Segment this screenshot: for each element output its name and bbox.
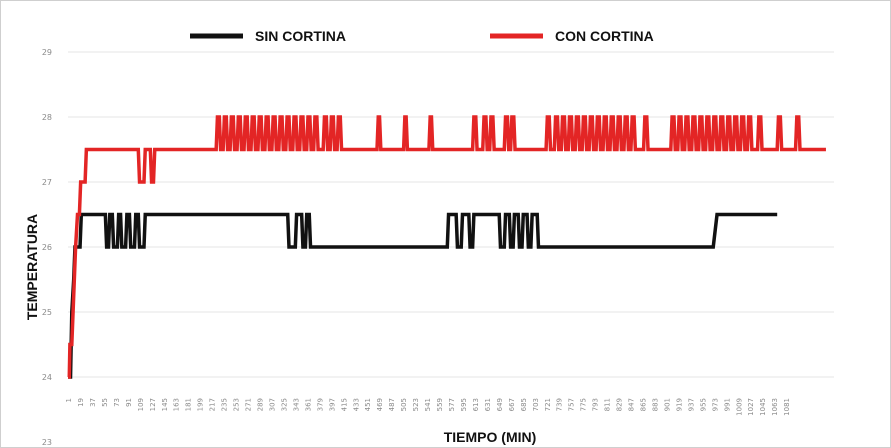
x-tick-label: 865 <box>640 398 648 411</box>
x-tick-label: 199 <box>197 398 205 411</box>
x-tick-label: 541 <box>424 398 432 411</box>
legend: SIN CORTINA CON CORTINA <box>190 28 654 44</box>
y-tick-label: 24 <box>42 373 52 382</box>
x-axis-ticks: 1 19 37 55 73 91 109 127 145 163 181 199 217 235 253 27… <box>65 398 791 416</box>
x-tick-label: 901 <box>663 398 671 411</box>
x-axis-title: TIEMPO (MIN) <box>444 429 537 445</box>
x-tick-label: 325 <box>280 398 288 411</box>
x-tick-label: 217 <box>209 398 217 411</box>
x-tick-label: 307 <box>268 398 276 411</box>
x-tick-label: 289 <box>257 398 265 411</box>
x-tick-label: 505 <box>400 398 408 411</box>
x-tick-label: 649 <box>496 398 504 411</box>
x-tick-label: 1081 <box>783 398 791 416</box>
x-tick-label: 577 <box>448 398 456 411</box>
x-tick-label: 955 <box>699 398 707 411</box>
x-tick-label: 937 <box>687 398 695 411</box>
series-line-con-cortina <box>67 115 826 379</box>
x-tick-label: 811 <box>604 398 612 411</box>
x-tick-label: 415 <box>340 398 348 411</box>
x-tick-label: 685 <box>520 398 528 411</box>
x-tick-label: 235 <box>221 398 229 411</box>
x-tick-label: 109 <box>137 398 145 411</box>
y-tick-label: 26 <box>42 243 52 252</box>
x-tick-label: 973 <box>711 398 719 411</box>
x-tick-label: 1 <box>65 398 73 402</box>
x-tick-label: 181 <box>185 398 193 411</box>
y-tick-label: 25 <box>42 308 52 317</box>
x-tick-label: 37 <box>89 398 97 407</box>
x-tick-label: 361 <box>304 398 312 411</box>
legend-label: SIN CORTINA <box>255 28 346 44</box>
x-tick-label: 469 <box>376 398 384 411</box>
x-tick-label: 667 <box>508 398 516 411</box>
x-tick-label: 757 <box>568 398 576 411</box>
grid <box>68 51 834 378</box>
x-tick-label: 487 <box>388 398 396 411</box>
x-tick-label: 271 <box>245 398 253 411</box>
x-tick-label: 559 <box>436 398 444 411</box>
x-tick-label: 73 <box>113 398 121 407</box>
x-tick-label: 1009 <box>735 398 743 416</box>
x-tick-label: 631 <box>484 398 492 411</box>
x-tick-label: 793 <box>592 398 600 411</box>
x-tick-label: 721 <box>544 398 552 411</box>
x-tick-label: 397 <box>328 398 336 411</box>
x-tick-label: 379 <box>316 398 324 411</box>
x-tick-label: 343 <box>292 398 300 411</box>
x-tick-label: 433 <box>352 398 360 411</box>
x-tick-label: 739 <box>556 398 564 411</box>
x-tick-label: 145 <box>161 398 169 411</box>
x-tick-label: 775 <box>580 398 588 411</box>
y-tick-label: 28 <box>42 113 52 122</box>
y-tick-label: 29 <box>42 48 52 57</box>
x-tick-label: 1063 <box>771 398 779 416</box>
x-tick-label: 1045 <box>759 398 767 416</box>
y-tick-label: 23 <box>42 438 52 447</box>
x-tick-label: 163 <box>173 398 181 411</box>
x-tick-label: 55 <box>101 398 109 407</box>
x-tick-label: 883 <box>651 398 659 411</box>
legend-label: CON CORTINA <box>555 28 654 44</box>
series-lines <box>67 115 826 379</box>
x-tick-label: 523 <box>412 398 420 411</box>
y-axis-title: TEMPERATURA <box>24 214 40 320</box>
y-tick-label: 27 <box>42 178 52 187</box>
x-tick-label: 595 <box>460 398 468 411</box>
x-tick-label: 91 <box>125 398 133 407</box>
x-tick-label: 847 <box>628 398 636 411</box>
x-tick-label: 919 <box>675 398 683 411</box>
x-tick-label: 1027 <box>747 398 755 416</box>
x-tick-label: 703 <box>532 398 540 411</box>
x-tick-label: 829 <box>616 398 624 411</box>
x-tick-label: 451 <box>364 398 372 411</box>
x-tick-label: 253 <box>233 398 241 411</box>
series-line-sin-cortina <box>68 212 778 379</box>
y-axis-ticks: 29 28 27 26 25 24 23 <box>42 48 52 447</box>
x-tick-label: 613 <box>472 398 480 411</box>
x-tick-label: 19 <box>77 398 85 407</box>
x-tick-label: 991 <box>723 398 731 411</box>
x-tick-label: 127 <box>149 398 157 411</box>
